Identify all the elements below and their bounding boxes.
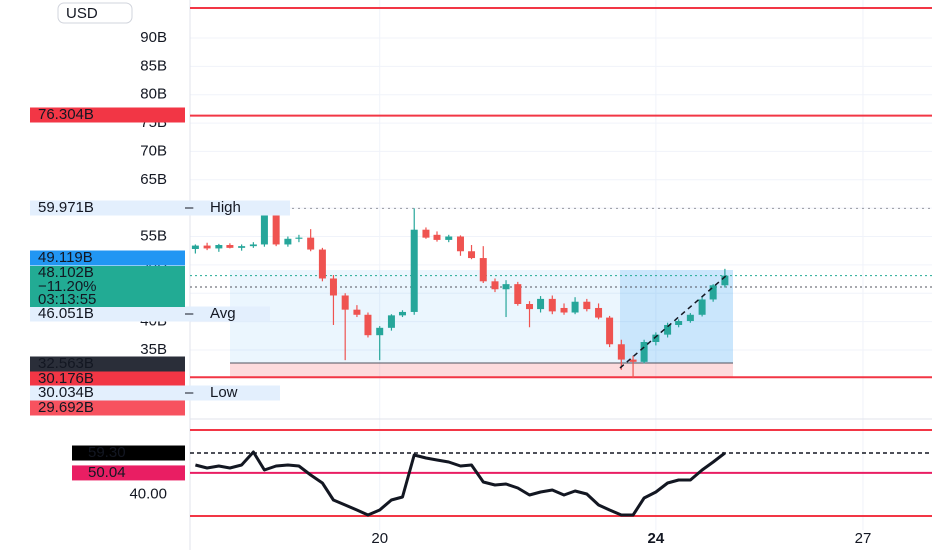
price-badge-tag: Low — [210, 384, 238, 401]
price-badge-label: 49.119B — [38, 249, 93, 266]
candle-body — [329, 278, 337, 296]
y-tick-label: 80B — [140, 86, 167, 103]
candle-body — [260, 214, 268, 245]
candle-body — [295, 237, 303, 239]
candle-body — [422, 229, 430, 238]
y-tick-label: 65B — [140, 171, 167, 188]
candle-body — [709, 285, 717, 300]
x-tick-label: 24 — [648, 530, 665, 547]
candle-body — [249, 244, 257, 247]
price-badge — [30, 306, 270, 322]
price-badge-dash: – — [185, 384, 194, 401]
candle-body — [664, 324, 672, 335]
price-badge — [30, 200, 290, 216]
y-tick-label: 70B — [140, 142, 167, 159]
candle-body — [353, 309, 361, 315]
candle-body — [617, 344, 625, 360]
candle-body — [675, 321, 683, 325]
y-tick-label: 35B — [140, 341, 167, 358]
indicator-badge — [72, 445, 185, 461]
candle-body — [387, 315, 395, 328]
candle-body — [640, 342, 648, 362]
price-badge-tag: Avg — [210, 305, 236, 322]
candle-body — [341, 295, 349, 310]
y-tick-label: 40.00 — [129, 485, 167, 502]
last-price-change: −11.20% — [38, 278, 97, 295]
price-badge-label: 29.692B — [38, 399, 94, 416]
y-tick-label: 85B — [140, 57, 167, 74]
price-badge-dash: – — [185, 199, 194, 216]
price-badge-dash: – — [185, 305, 194, 322]
price-badge — [30, 385, 280, 401]
candle-body — [526, 304, 534, 310]
last-price-label: 48.102B — [38, 264, 94, 281]
last-price-badge — [30, 266, 185, 307]
price-badge-label: 30.176B — [38, 370, 94, 387]
last-price-countdown: 03:13:55 — [38, 291, 96, 308]
range-area — [230, 270, 733, 363]
candle-body — [364, 314, 372, 336]
price-badge — [30, 400, 185, 416]
candle-body — [502, 284, 510, 290]
currency-label[interactable]: USD — [66, 5, 98, 22]
x-tick-label: 20 — [371, 530, 388, 547]
price-badge — [30, 107, 185, 123]
candle-body — [606, 317, 614, 345]
x-tick-label: 27 — [855, 530, 872, 547]
price-axis: 20242735B40B45B50B55B60B65B70B75B80B85B9… — [30, 29, 871, 547]
price-badge-label: 76.304B — [38, 106, 94, 123]
candle-body — [686, 314, 694, 322]
candle-body — [410, 229, 418, 312]
trend-line — [619, 274, 728, 369]
candle-body — [307, 237, 315, 250]
candle-body — [456, 236, 464, 252]
candle-body — [318, 249, 326, 279]
candle-body — [238, 246, 246, 248]
price-badge-label: 32.563B — [38, 355, 94, 372]
grid — [190, 0, 932, 530]
candle-body — [629, 359, 637, 362]
loss-area — [230, 363, 733, 378]
candle-body — [272, 214, 280, 245]
candle-body — [514, 284, 522, 304]
candle-body — [479, 258, 487, 282]
candle-body — [433, 234, 441, 240]
indicator-badge-label: 50.04 — [88, 464, 126, 481]
price-badge-label: 30.034B — [38, 384, 94, 401]
price-badge — [30, 371, 185, 387]
candle-body — [468, 251, 476, 259]
candle-body — [583, 301, 591, 310]
y-tick-label: 55B — [140, 227, 167, 244]
price-badge — [30, 250, 185, 266]
price-badge-tag: High — [210, 199, 241, 216]
candle-body — [226, 245, 234, 248]
candle-body — [721, 275, 729, 286]
currency-button[interactable]: USD — [57, 2, 133, 24]
plot — [190, 6, 932, 518]
y-tick-label: 90B — [140, 29, 167, 46]
candle-body — [491, 281, 499, 290]
candle-body — [445, 236, 453, 240]
candle-body — [215, 245, 223, 249]
price-badge-label: 59.971B — [38, 199, 94, 216]
candle-body — [376, 327, 384, 336]
candle-body — [284, 238, 292, 245]
candle-body — [548, 298, 556, 312]
currency-box[interactable] — [57, 2, 133, 24]
price-badge-label: 46.051B — [38, 305, 94, 322]
candle-body — [203, 245, 211, 249]
candle-body — [652, 334, 660, 342]
candle-body — [560, 307, 568, 313]
indicator-badge — [72, 465, 185, 481]
indicator-badge-label: 59.30 — [88, 444, 126, 461]
indicator-line — [195, 450, 726, 517]
candle-body — [537, 298, 545, 310]
candle-body — [191, 245, 199, 249]
candle-body — [698, 299, 706, 315]
price-badge — [30, 356, 185, 372]
candle-body — [595, 307, 603, 318]
candle-body — [571, 301, 579, 313]
candle-body — [398, 311, 406, 316]
